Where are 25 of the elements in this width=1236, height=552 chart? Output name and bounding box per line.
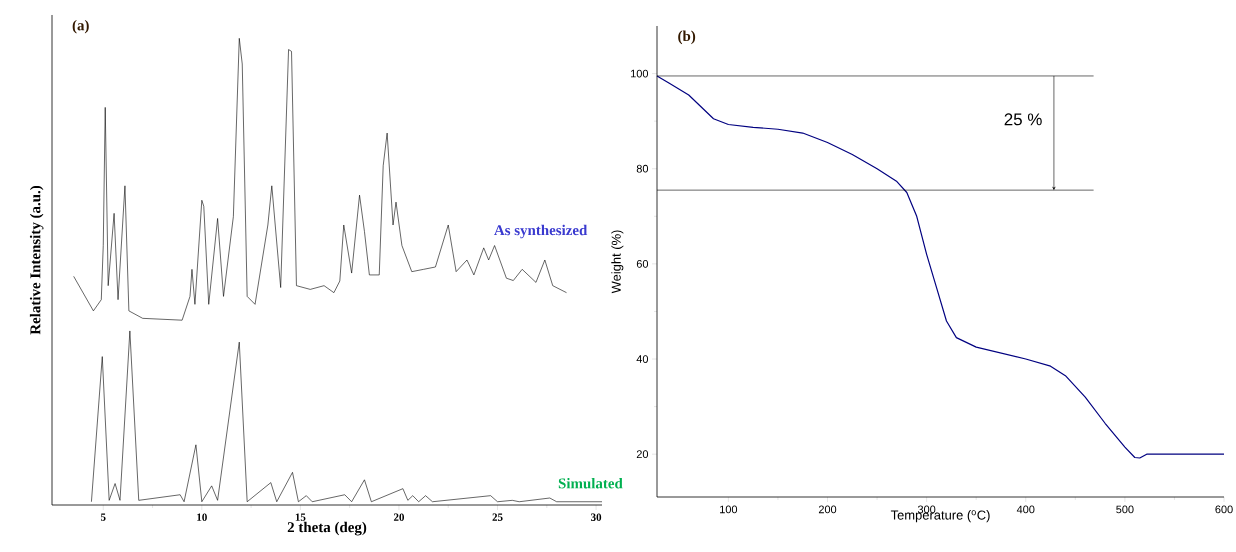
x-axis-title: 2 theta (deg) — [287, 521, 367, 536]
annotation: 25 % — [1004, 113, 1042, 126]
x-tick-label: 400 — [1016, 505, 1035, 514]
line-series — [656, 75, 1225, 459]
x-tick-label: 5 — [100, 513, 106, 521]
y-tick-label: 100 — [631, 69, 649, 78]
y-axis-title: Relative Intensity (a.u.) — [29, 185, 44, 335]
x-tick-label: 100 — [720, 505, 738, 514]
x-tick-label: 15 — [295, 513, 306, 521]
series-label: As synthesized — [494, 224, 588, 239]
x-tick-label: 600 — [1215, 505, 1233, 514]
x-tick-label: 200 — [818, 505, 837, 514]
x-tick-label: 25 — [492, 513, 503, 521]
y-tick-label: 40 — [636, 355, 649, 363]
chart-title: (b) — [678, 30, 696, 45]
y-tick-label: 20 — [636, 450, 649, 459]
x-tick-label: 500 — [1116, 505, 1134, 514]
y-tick-label: 60 — [636, 260, 649, 268]
chart-title: (a) — [72, 19, 89, 34]
x-tick-label: 20 — [393, 513, 405, 521]
y-tick-label: 80 — [636, 164, 649, 173]
y-axis-title: Weight (%) — [611, 230, 624, 294]
x-tick-label: 30 — [591, 513, 602, 521]
x-tick-label: 10 — [197, 513, 207, 521]
series-label: Simulated — [558, 477, 623, 489]
